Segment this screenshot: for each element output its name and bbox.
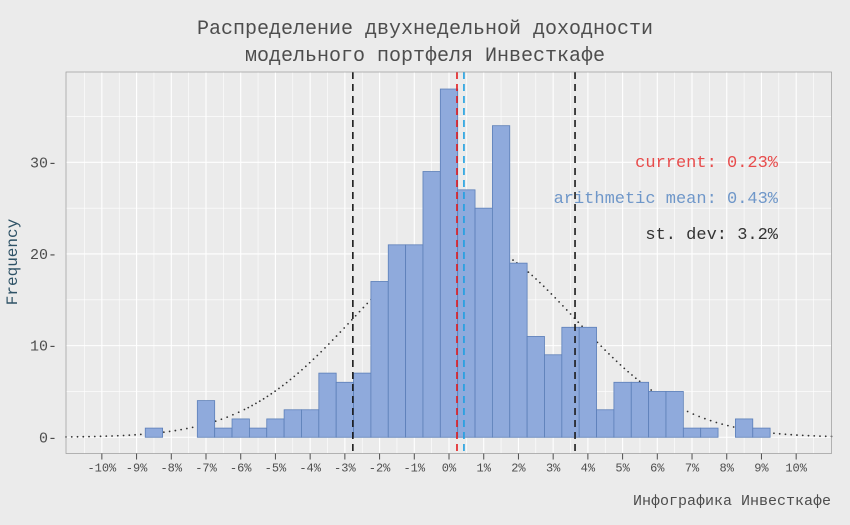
svg-text:-3%: -3% <box>334 462 356 476</box>
svg-text:3%: 3% <box>546 462 561 476</box>
svg-text:-4%: -4% <box>299 462 321 476</box>
svg-text:-2%: -2% <box>369 462 391 476</box>
svg-text:0-: 0- <box>39 430 57 447</box>
svg-text:10-: 10- <box>30 339 57 356</box>
svg-text:7%: 7% <box>685 462 700 476</box>
svg-text:-6%: -6% <box>230 462 252 476</box>
svg-text:6%: 6% <box>650 462 665 476</box>
svg-text:-1%: -1% <box>403 462 425 476</box>
svg-text:10%: 10% <box>785 462 807 476</box>
svg-text:-8%: -8% <box>160 462 182 476</box>
svg-text:0%: 0% <box>442 462 457 476</box>
svg-text:-7%: -7% <box>195 462 217 476</box>
svg-text:-5%: -5% <box>265 462 287 476</box>
svg-text:8%: 8% <box>720 462 735 476</box>
svg-text:-9%: -9% <box>126 462 148 476</box>
svg-text:30-: 30- <box>30 155 57 172</box>
svg-text:4%: 4% <box>581 462 596 476</box>
svg-text:1%: 1% <box>477 462 492 476</box>
svg-text:2%: 2% <box>511 462 526 476</box>
svg-text:5%: 5% <box>615 462 630 476</box>
svg-text:-10%: -10% <box>87 462 117 476</box>
svg-text:20-: 20- <box>30 247 57 264</box>
svg-text:9%: 9% <box>754 462 769 476</box>
